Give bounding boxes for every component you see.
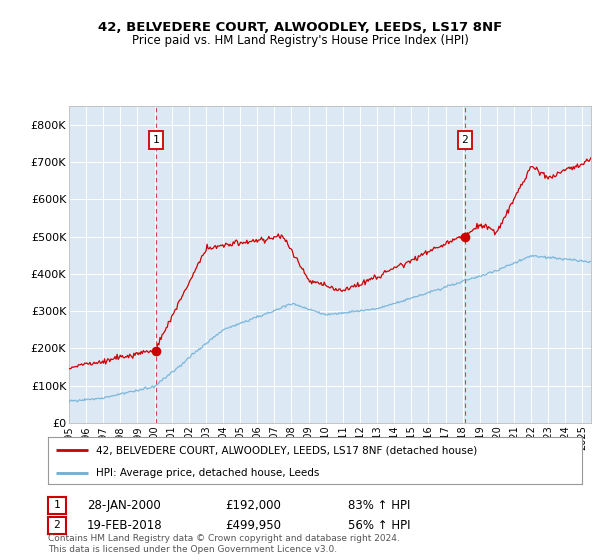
Text: 1: 1 [152, 135, 159, 145]
Text: HPI: Average price, detached house, Leeds: HPI: Average price, detached house, Leed… [96, 468, 319, 478]
Text: 56% ↑ HPI: 56% ↑ HPI [348, 519, 410, 532]
Text: 19-FEB-2018: 19-FEB-2018 [87, 519, 163, 532]
Text: £499,950: £499,950 [225, 519, 281, 532]
Text: 42, BELVEDERE COURT, ALWOODLEY, LEEDS, LS17 8NF (detached house): 42, BELVEDERE COURT, ALWOODLEY, LEEDS, L… [96, 445, 478, 455]
Text: £192,000: £192,000 [225, 498, 281, 512]
Text: 1: 1 [53, 500, 61, 510]
Text: 28-JAN-2000: 28-JAN-2000 [87, 498, 161, 512]
Text: Price paid vs. HM Land Registry's House Price Index (HPI): Price paid vs. HM Land Registry's House … [131, 34, 469, 46]
Text: 83% ↑ HPI: 83% ↑ HPI [348, 498, 410, 512]
Text: 2: 2 [461, 135, 468, 145]
Text: 2: 2 [53, 520, 61, 530]
Text: 42, BELVEDERE COURT, ALWOODLEY, LEEDS, LS17 8NF: 42, BELVEDERE COURT, ALWOODLEY, LEEDS, L… [98, 21, 502, 34]
Text: Contains HM Land Registry data © Crown copyright and database right 2024.
This d: Contains HM Land Registry data © Crown c… [48, 534, 400, 554]
